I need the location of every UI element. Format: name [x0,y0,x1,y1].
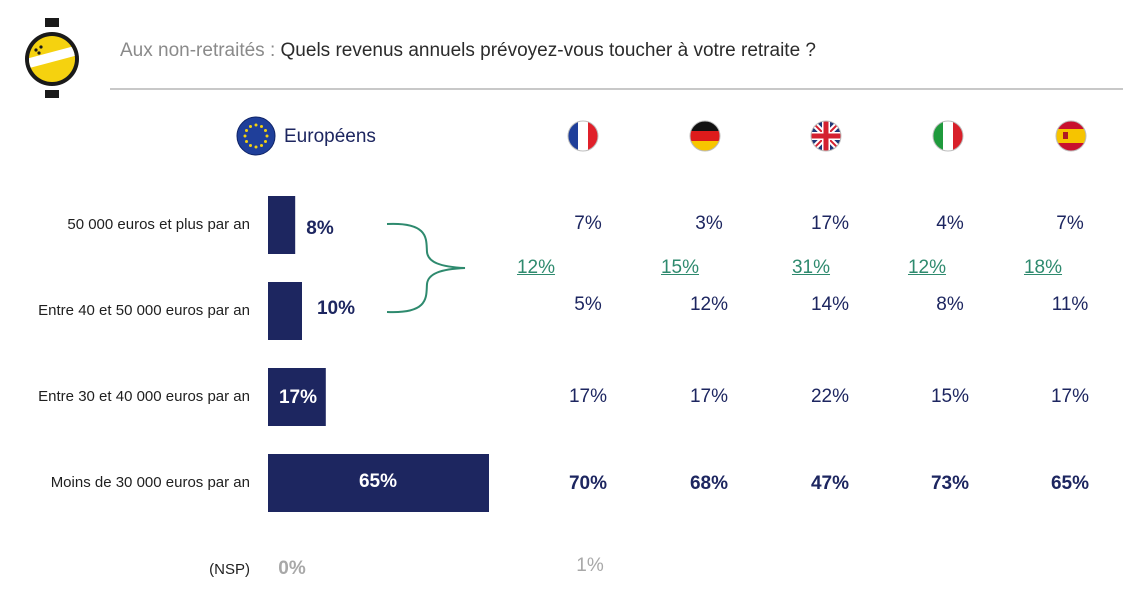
bar-value-label: 10% [316,298,356,319]
country-value: 15% [930,386,970,407]
category-label: 50 000 euros et plus par an [67,216,250,233]
bar-europe [268,454,489,512]
title-question: Quels revenus annuels prévoyez-vous touc… [280,40,816,61]
category-label: Entre 40 et 50 000 euros par an [38,302,250,319]
france-flag-icon [567,120,599,152]
country-value: 14% [810,294,850,315]
country-value: 3% [695,213,723,234]
country-value: 73% [930,473,970,494]
country-value: 17% [1050,386,1090,407]
bar-value-label: 8% [306,218,334,239]
country-value: 1% [576,555,604,576]
country-value: 5% [574,294,602,315]
country-value: 17% [568,386,608,407]
bar-europe [268,282,302,340]
country-value: 7% [1056,213,1084,234]
country-value: 11% [1051,294,1089,315]
group-bracket [386,222,466,314]
germany-flag-icon [689,120,721,152]
bar-europe [268,196,296,254]
grouped-total: 31% [791,257,831,278]
country-value: 7% [574,213,602,234]
country-value: 17% [689,386,729,407]
spain-flag-icon [1055,120,1087,152]
italy-flag-icon [932,120,964,152]
country-value: 22% [810,386,850,407]
category-label: Moins de 30 000 euros par an [50,474,250,491]
eu-flag-icon [236,116,276,156]
grouped-total: 18% [1023,257,1063,278]
country-value: 8% [936,294,964,315]
country-value: 68% [689,473,729,494]
grouped-total: 12% [907,257,947,278]
category-label: (NSP) [209,561,250,578]
bar-value-label: 65% [358,471,398,492]
country-value: 17% [810,213,850,234]
title-prefix: Aux non-retraités : [120,40,281,61]
bar-value-label: 0% [278,558,306,579]
grouped-total: 12% [516,257,556,278]
grouped-total: 15% [660,257,700,278]
title-divider [110,88,1123,90]
category-label: Entre 30 et 40 000 euros par an [38,388,250,405]
country-value: 12% [689,294,729,315]
logo-icon [25,18,79,98]
bar-value-label: 17% [278,387,318,408]
page-title: Aux non-retraités : Quels revenus annuel… [120,40,816,62]
europe-label: Européens [284,126,376,147]
bar-europe [268,368,326,426]
country-value: 65% [1050,473,1090,494]
country-value: 4% [936,213,964,234]
uk-flag-icon [810,120,842,152]
country-value: 47% [810,473,850,494]
country-value: 70% [568,473,608,494]
